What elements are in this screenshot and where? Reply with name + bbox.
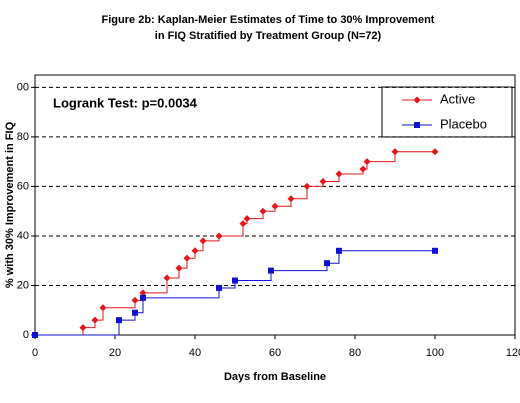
line (35, 151, 435, 336)
marker (216, 284, 222, 291)
marker (163, 274, 171, 282)
marker (239, 220, 247, 228)
marker (183, 254, 191, 262)
marker (303, 182, 311, 190)
y-tick-label: 60 (17, 180, 29, 192)
annotation: Logrank Test: p=0.0034 (53, 95, 198, 110)
marker (431, 148, 439, 156)
chart-title: Figure 2b: Kaplan-Meier Estimates of Tim… (102, 14, 435, 26)
x-axis-label: Days from Baseline (224, 371, 326, 383)
y-tick-label: 00 (17, 81, 29, 93)
marker (99, 304, 107, 312)
marker (271, 202, 279, 210)
y-tick-label: 80 (17, 131, 29, 143)
chart-title: in FIQ Stratified by Treatment Group (N=… (155, 30, 382, 42)
marker (32, 332, 38, 338)
x-tick-label: 80 (349, 347, 361, 359)
x-tick-label: 0 (32, 347, 38, 359)
marker (336, 247, 342, 254)
marker (91, 316, 99, 324)
y-tick-label: 40 (17, 230, 29, 242)
marker (132, 309, 138, 316)
marker (175, 264, 183, 272)
legend (381, 86, 513, 138)
marker (79, 324, 87, 332)
marker (287, 195, 295, 203)
marker (324, 260, 330, 267)
marker (413, 96, 421, 104)
legend-label: Active (440, 91, 475, 106)
marker (359, 165, 367, 173)
marker (140, 294, 146, 301)
marker (199, 237, 207, 245)
marker (131, 296, 139, 304)
marker (243, 215, 251, 223)
marker (319, 177, 327, 185)
marker (215, 232, 223, 240)
marker (391, 148, 399, 156)
x-tick-label: 120 (506, 347, 520, 359)
marker (116, 317, 122, 324)
marker (432, 247, 438, 254)
marker (335, 170, 343, 178)
marker (139, 289, 147, 297)
y-tick-label: 0 (23, 329, 29, 341)
x-tick-label: 100 (426, 347, 444, 359)
x-tick-label: 60 (269, 347, 281, 359)
x-tick-label: 40 (189, 347, 201, 359)
marker (363, 158, 371, 166)
marker (191, 247, 199, 255)
marker (268, 267, 274, 274)
marker (414, 122, 420, 128)
y-axis-label: % with 30% Improvement in FIQ (4, 121, 16, 288)
legend-label: Placebo (440, 116, 487, 131)
marker (259, 207, 267, 215)
marker (232, 277, 238, 284)
y-tick-label: 20 (17, 279, 29, 291)
x-tick-label: 20 (109, 347, 121, 359)
